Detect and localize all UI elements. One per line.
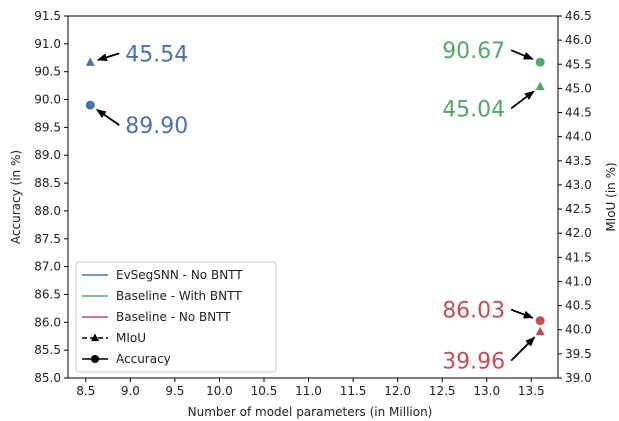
annotation-label: 45.04 <box>442 97 505 122</box>
x-tick-label: 12.0 <box>384 384 411 398</box>
y2-tick-label: 44.5 <box>565 106 592 120</box>
y2-tick-label: 45.0 <box>565 81 592 95</box>
y2-tick-label: 46.0 <box>565 33 592 47</box>
x-tick-label: 11.5 <box>340 384 367 398</box>
y2-tick-label: 40.0 <box>565 323 592 337</box>
annotation-arrow <box>510 90 535 110</box>
legend-label: EvSegSNN - No BNTT <box>116 268 243 282</box>
miou-point <box>535 326 545 336</box>
y2-tick-label: 45.5 <box>565 57 592 71</box>
legend-box <box>75 261 277 373</box>
y-axis-label: Accuracy (in %) <box>9 150 23 244</box>
annotation-arrow <box>510 308 534 319</box>
plot-frame <box>67 15 559 379</box>
y-tick-label: 87.5 <box>34 232 61 246</box>
legend-label: Accuracy <box>116 352 171 366</box>
annotation-arrow <box>96 52 120 62</box>
annotation-label: 45.54 <box>125 42 188 67</box>
legend-label: Baseline - No BNTT <box>116 310 231 324</box>
y2-tick-label: 43.5 <box>565 154 592 168</box>
y-tick-label: 90.0 <box>34 93 61 107</box>
x-tick-label: 12.5 <box>429 384 456 398</box>
y-tick-label: 85.0 <box>34 371 61 385</box>
accuracy-point <box>85 100 95 110</box>
y-tick-label: 88.5 <box>34 176 61 190</box>
y-tick-label: 86.5 <box>34 287 61 301</box>
annotation-label: 90.67 <box>442 39 505 64</box>
y2-tick-label: 39.0 <box>565 371 592 385</box>
legend-label: MIoU <box>116 331 146 345</box>
y-tick-label: 85.5 <box>34 343 61 357</box>
annotation-arrow <box>510 49 534 60</box>
y-tick-label: 89.5 <box>34 120 61 134</box>
y-tick-label: 87.0 <box>34 260 61 274</box>
x-tick-label: 9.5 <box>165 384 184 398</box>
y-tick-label: 91.5 <box>34 9 61 23</box>
x-tick-label: 8.5 <box>76 384 95 398</box>
y2-tick-label: 43.0 <box>565 178 592 192</box>
x-tick-label: 13.5 <box>518 384 545 398</box>
legend-marker <box>90 333 100 342</box>
x-tick-label: 11.0 <box>295 384 322 398</box>
y-tick-label: 89.0 <box>34 148 61 162</box>
x-axis-label: Number of model parameters (in Million) <box>188 405 433 419</box>
x-tick-label: 10.5 <box>251 384 278 398</box>
y2-tick-label: 44.0 <box>565 130 592 144</box>
annotation-label: 89.90 <box>125 114 188 139</box>
y2-tick-label: 40.5 <box>565 299 592 313</box>
x-tick-label: 13.0 <box>473 384 500 398</box>
annotation-arrow <box>96 108 120 126</box>
y2-tick-label: 41.5 <box>565 250 592 264</box>
y2-axis-label: MIoU (in %) <box>604 162 618 231</box>
annotation-label: 39.96 <box>442 350 505 375</box>
x-tick-label: 9.0 <box>121 384 140 398</box>
y-tick-label: 88.0 <box>34 204 61 218</box>
legend-marker <box>91 355 99 363</box>
annotation-arrow <box>510 336 536 362</box>
annotation-label: 86.03 <box>442 299 505 324</box>
y2-tick-label: 42.0 <box>565 226 592 240</box>
y2-tick-label: 42.5 <box>565 202 592 216</box>
legend-label: Baseline - With BNTT <box>116 289 242 303</box>
accuracy-point <box>535 316 545 326</box>
miou-point <box>85 57 95 66</box>
y2-tick-label: 41.0 <box>565 274 592 288</box>
y2-tick-label: 46.5 <box>565 9 592 23</box>
accuracy-point <box>535 57 545 67</box>
y-tick-label: 91.0 <box>34 37 61 51</box>
y-tick-label: 90.5 <box>34 65 61 79</box>
miou-point <box>535 81 545 90</box>
y-tick-label: 86.0 <box>34 315 61 329</box>
y2-tick-label: 39.5 <box>565 347 592 361</box>
x-tick-label: 10.0 <box>206 384 233 398</box>
